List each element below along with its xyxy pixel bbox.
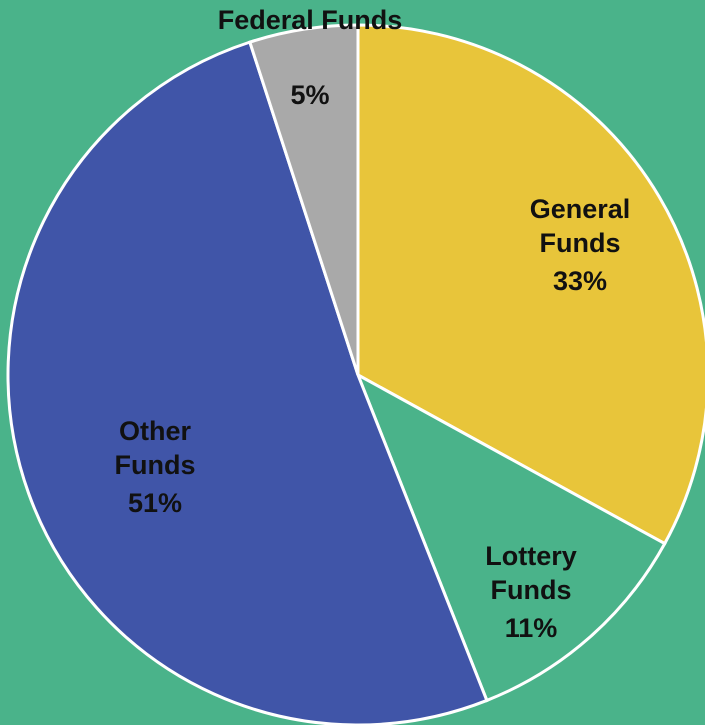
pie-slice xyxy=(6,40,489,725)
pie-slice xyxy=(356,23,705,546)
pie-slice xyxy=(247,23,360,376)
slice-label: Other Funds xyxy=(115,416,196,480)
value-label: 33% xyxy=(553,266,607,296)
slice-label: General Funds xyxy=(530,194,631,258)
pie-slice xyxy=(355,371,667,703)
slice-label: Federal Funds xyxy=(218,5,403,35)
value-label: 11% xyxy=(505,613,558,643)
value-label: 51% xyxy=(128,488,182,518)
value-label: 5% xyxy=(290,80,329,110)
slice-label: Lottery Funds xyxy=(485,541,577,605)
